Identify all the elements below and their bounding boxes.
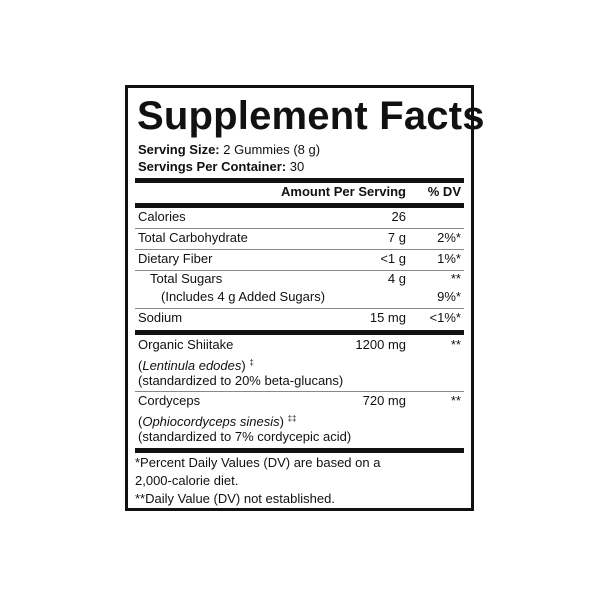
divider: [135, 448, 464, 453]
footnote: 2,000-calorie diet.: [135, 473, 239, 488]
servings-per-container: Servings Per Container: 30: [138, 159, 305, 174]
nutrient-row: Calories 26: [138, 209, 406, 224]
ingredient-standard: (standardized to 20% beta-glucans): [138, 373, 344, 388]
ingredient-row: Cordyceps 720 mg **: [138, 393, 461, 408]
nutrient-row: Total Carbohydrate 7 g 2%*: [138, 230, 461, 245]
nutrient-row: Dietary Fiber <1 g 1%*: [138, 251, 461, 266]
divider: [135, 391, 464, 392]
divider: [135, 249, 464, 250]
footnote: *Percent Daily Values (DV) are based on …: [135, 455, 381, 470]
footnote: **Daily Value (DV) not established.: [135, 491, 335, 506]
ingredient-standard: (standardized to 7% cordycepic acid): [138, 429, 352, 444]
divider: [135, 330, 464, 335]
divider: [135, 178, 464, 183]
nutrient-row: (Includes 4 g Added Sugars) 9%*: [161, 289, 461, 304]
supplement-facts-panel: Supplement Facts Serving Size: 2 Gummies…: [125, 85, 485, 511]
nutrient-row: Sodium 15 mg <1%*: [138, 310, 461, 325]
column-header: Amount Per Serving % DV: [281, 184, 461, 199]
divider: [135, 203, 464, 208]
nutrient-row: Total Sugars 4 g **: [150, 271, 461, 286]
serving-size: Serving Size: 2 Gummies (8 g): [138, 142, 321, 157]
divider: [135, 308, 464, 309]
ingredient-latin: (Lentinula edodes) ‡: [138, 358, 254, 373]
panel-title: Supplement Facts: [137, 94, 485, 138]
divider: [135, 270, 464, 271]
divider: [135, 228, 464, 229]
ingredient-row: Organic Shiitake 1200 mg **: [138, 337, 461, 352]
ingredient-latin: (Ophiocordyceps sinesis) ‡‡: [138, 414, 297, 429]
